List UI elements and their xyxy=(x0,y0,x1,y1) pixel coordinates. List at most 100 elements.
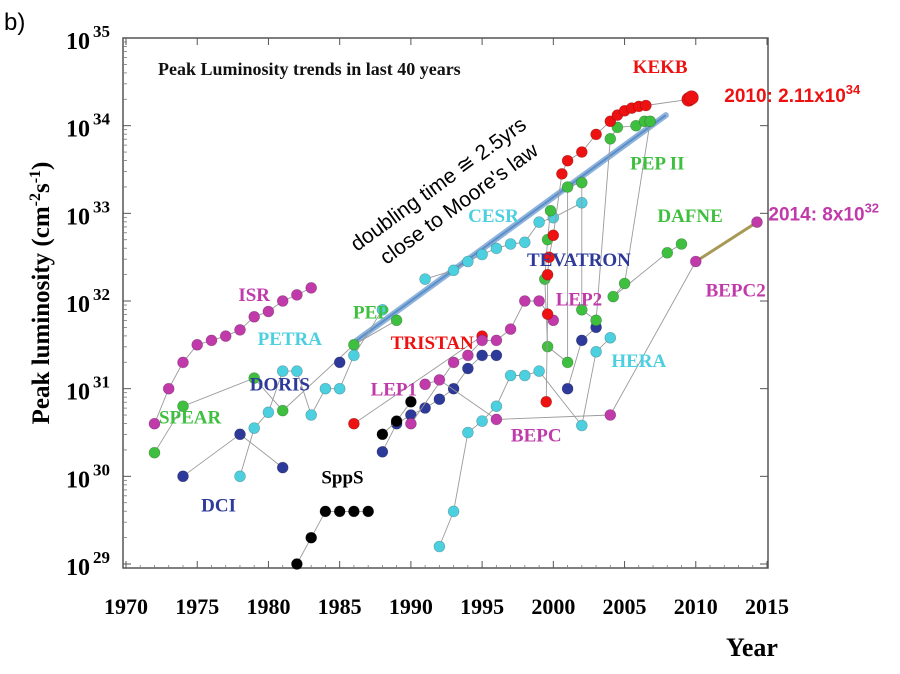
x-tick-label: 2005 xyxy=(603,594,647,619)
label-cesr: CESR xyxy=(468,206,519,227)
callout-exponent: 32 xyxy=(865,200,879,215)
y-tick-exponent: 31 xyxy=(93,373,110,392)
data-point xyxy=(319,382,332,395)
y-tick-base: 10 xyxy=(66,204,90,230)
data-point xyxy=(405,395,417,408)
data-point xyxy=(540,395,553,408)
data-point xyxy=(556,168,568,180)
data-point xyxy=(590,345,602,358)
y-tick-label: 10 32 xyxy=(66,285,110,318)
y-label-mid: s xyxy=(28,183,55,193)
y-tick-label: 10 30 xyxy=(66,460,110,493)
data-point xyxy=(177,400,189,413)
data-point xyxy=(575,334,588,347)
x-tick-label: 1980 xyxy=(246,594,290,619)
label-dafne: DAFNE xyxy=(657,206,722,227)
data-point xyxy=(604,133,617,145)
y-tick-exponent: 35 xyxy=(93,22,110,41)
data-point xyxy=(148,417,161,430)
data-point xyxy=(640,99,652,112)
data-point xyxy=(390,314,403,327)
data-point xyxy=(490,349,503,362)
data-point xyxy=(661,247,674,259)
data-point xyxy=(544,204,557,217)
data-point xyxy=(234,470,246,483)
data-point xyxy=(162,382,175,395)
x-tick-label: 1975 xyxy=(175,594,219,619)
data-point xyxy=(561,154,574,167)
label-doris: DORIS xyxy=(250,374,310,395)
data-point xyxy=(405,417,417,430)
x-tick-label: 2015 xyxy=(745,594,789,619)
series-lep1 xyxy=(376,349,503,458)
data-point xyxy=(476,334,488,347)
bepc-link-line xyxy=(694,220,758,263)
label-lep1: LEP1 xyxy=(371,380,417,401)
y-tick-label: 10 33 xyxy=(66,197,110,230)
data-point xyxy=(362,505,375,518)
x-tick-label: 2010 xyxy=(674,594,718,619)
series-connector xyxy=(182,433,283,477)
data-point xyxy=(504,323,517,335)
data-point xyxy=(376,445,389,458)
data-point xyxy=(547,229,560,242)
callout-text: 2010: 2.11x10 xyxy=(724,86,846,107)
label-lep2: LEP2 xyxy=(556,289,602,310)
data-point xyxy=(219,330,232,342)
label-spps: SppS xyxy=(321,467,363,488)
data-point xyxy=(575,146,588,158)
data-point xyxy=(541,308,554,320)
data-point xyxy=(433,540,446,553)
data-point xyxy=(333,356,346,369)
y-tick-exponent: 32 xyxy=(93,285,110,304)
data-point xyxy=(543,251,555,264)
data-point xyxy=(604,115,617,128)
label-tristan: TRISTAN xyxy=(391,333,474,354)
data-point xyxy=(462,362,474,375)
y-tick-base: 10 xyxy=(66,292,90,318)
label-bepc2: BEPC2 xyxy=(706,281,766,302)
data-point xyxy=(447,356,460,369)
data-point xyxy=(575,303,588,316)
data-point xyxy=(177,470,189,483)
data-point xyxy=(305,282,318,294)
series-connector xyxy=(154,319,397,453)
plot-area: 1970 1975 1980 1985 1990 1995 2000 2005 2010 2015… xyxy=(27,22,879,662)
callout-c2010: 2010: 2.11x1034 xyxy=(724,82,861,107)
data-point xyxy=(590,128,602,141)
data-point xyxy=(490,334,503,347)
data-point xyxy=(541,268,554,281)
y-label-exp2: -1 xyxy=(27,170,44,183)
data-point xyxy=(291,365,303,377)
x-tick-label: 1990 xyxy=(389,594,433,619)
series-lep1-spps xyxy=(376,395,417,441)
data-point xyxy=(684,90,699,105)
y-label-end: ) xyxy=(28,162,55,170)
data-point xyxy=(276,295,289,307)
data-point xyxy=(305,409,318,421)
series-kekb xyxy=(540,90,699,408)
label-dci: DCI xyxy=(201,495,236,516)
data-point xyxy=(575,419,588,432)
data-point xyxy=(348,349,360,362)
data-point xyxy=(689,255,702,268)
trend-line xyxy=(353,112,669,344)
data-point xyxy=(476,248,488,261)
y-tick-exponent: 33 xyxy=(93,197,110,216)
data-point xyxy=(376,303,389,316)
data-point xyxy=(234,428,246,441)
data-point xyxy=(462,255,474,268)
data-point xyxy=(490,242,503,255)
data-point xyxy=(333,382,346,395)
series-isr xyxy=(148,282,318,430)
series-dci xyxy=(177,428,289,483)
y-tick-label: 10 29 xyxy=(66,548,110,581)
data-point xyxy=(533,295,545,307)
data-point xyxy=(348,505,360,518)
data-point xyxy=(751,216,763,228)
data-point xyxy=(561,356,574,369)
data-point xyxy=(561,181,574,193)
data-point xyxy=(291,558,303,570)
data-point xyxy=(191,338,203,351)
